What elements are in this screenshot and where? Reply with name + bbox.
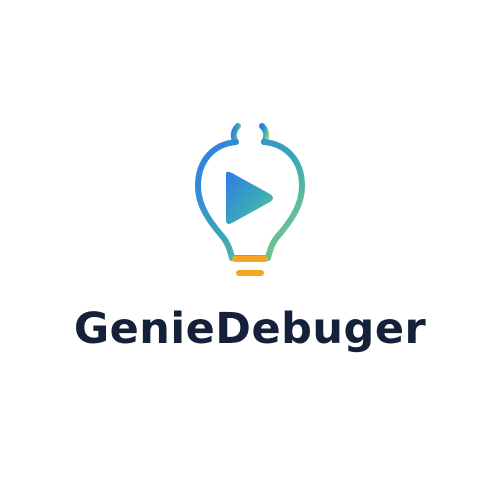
lightbulb-bug-play-icon — [180, 118, 320, 288]
brand-wordmark: GenieDebuger — [73, 304, 427, 354]
